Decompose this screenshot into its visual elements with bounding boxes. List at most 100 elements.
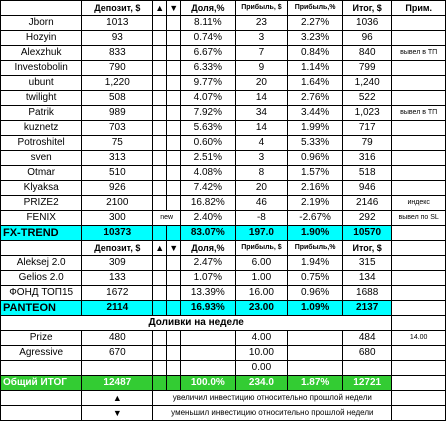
row-profit: 16.00 — [234, 285, 289, 301]
grand-total-profit-pct: 1.87% — [287, 375, 343, 391]
row-profit-pct: 1.94% — [287, 255, 343, 271]
row-profit-pct: 0.96% — [287, 285, 343, 301]
table-row: Alexzhuk 833 6.67% 7 0.84% 840 вывел в ТП — [0, 45, 446, 61]
row-deposit: 1672 — [81, 285, 154, 301]
table-row: Potroshitel 75 0.60% 4 5.33% 79 — [0, 135, 446, 151]
header-share: Доля,% — [180, 240, 236, 256]
row-profit: 3 — [234, 150, 289, 166]
panteon-name: PANTEON — [0, 300, 83, 316]
row-total: 484 — [341, 330, 393, 346]
row-name: Patrik — [0, 105, 83, 121]
row-share: 4.08% — [180, 165, 236, 181]
table-row: kuznetz 703 5.63% 14 1.99% 717 — [0, 120, 446, 136]
row-deposit: 926 — [81, 180, 154, 196]
row-note — [391, 30, 446, 46]
row-deposit: 1,220 — [81, 75, 154, 91]
row-side-value: 14.00 — [391, 330, 446, 346]
legend-up-arrow-icon: ▲ — [81, 390, 154, 406]
weekly-title-row: Доливки на неделе — [0, 315, 446, 331]
row-profit-pct: 2.16% — [287, 180, 343, 196]
row-profit-pct: 0.84% — [287, 45, 343, 61]
row-note — [391, 120, 446, 136]
row-profit-pct: 1.14% — [287, 60, 343, 76]
grand-total-share: 100.0% — [180, 375, 236, 391]
row-profit: 7 — [234, 45, 289, 61]
table-row: Investobolin 790 6.33% 9 1.14% 799 — [0, 60, 446, 76]
row-name: kuznetz — [0, 120, 83, 136]
row-deposit: 309 — [81, 255, 154, 271]
row-deposit: 133 — [81, 270, 154, 286]
row-profit: 20 — [234, 75, 289, 91]
row-deposit: 790 — [81, 60, 154, 76]
row-total: 518 — [341, 165, 393, 181]
table-row: ФОНД ТОП15 1672 13.39% 16.00 0.96% 1688 — [0, 285, 446, 301]
row-deposit: 313 — [81, 150, 154, 166]
table-row: Agressive 670 10.00 680 — [0, 345, 446, 361]
panteon-total-row: PANTEON 2114 16.93% 23.00 1.09% 2137 — [0, 300, 446, 316]
panteon-profit-pct: 1.09% — [287, 300, 343, 316]
row-profit-pct: 2.27% — [287, 15, 343, 31]
row-total: 946 — [341, 180, 393, 196]
row-total: 840 — [341, 45, 393, 61]
fx-trend-name: FX-TREND — [0, 225, 83, 241]
row-note — [391, 90, 446, 106]
header-profit-usd: Прибыль, $ — [234, 240, 289, 256]
row-note — [391, 15, 446, 31]
table-row: sven 313 2.51% 3 0.96% 316 — [0, 150, 446, 166]
row-share: 8.11% — [180, 15, 236, 31]
row-deposit: 75 — [81, 135, 154, 151]
row-share: 5.63% — [180, 120, 236, 136]
row-profit: 1.00 — [234, 270, 289, 286]
row-share: 0.74% — [180, 30, 236, 46]
row-total — [341, 360, 393, 376]
row-deposit: 508 — [81, 90, 154, 106]
table-row: twilight 508 4.07% 14 2.76% 522 — [0, 90, 446, 106]
table-row: Prize 480 4.00 484 14.00 — [0, 330, 446, 346]
fx-trend-total-row: FX-TREND 10373 83.07% 197.0 1.90% 10570 — [0, 225, 446, 241]
table-row: Patrik 989 7.92% 34 3.44% 1,023 вывел в ТП — [0, 105, 446, 121]
row-profit: 14 — [234, 90, 289, 106]
row-name: ФОНД ТОП15 — [0, 285, 83, 301]
row-profit-pct: 0.96% — [287, 150, 343, 166]
row-note — [391, 180, 446, 196]
header-up-arrow-icon: ▲ — [152, 240, 168, 256]
row-profit: 34 — [234, 105, 289, 121]
row-deposit: 300 — [81, 210, 154, 226]
row-profit: 4.00 — [234, 330, 289, 346]
row-profit-pct: 2.19% — [287, 195, 343, 211]
row-name: Hozyin — [0, 30, 83, 46]
header-share: Доля,% — [180, 0, 236, 16]
legend-row-down: ▼ уменьшил инвестицию относительно прошл… — [0, 405, 446, 421]
row-profit: 8 — [234, 165, 289, 181]
row-deposit: 989 — [81, 105, 154, 121]
row-share: 9.77% — [180, 75, 236, 91]
row-name: Agressive — [0, 345, 83, 361]
row-profit: 20 — [234, 180, 289, 196]
row-deposit: 2100 — [81, 195, 154, 211]
row-deposit: 93 — [81, 30, 154, 46]
row-share: 6.67% — [180, 45, 236, 61]
header-note: Прим. — [391, 0, 446, 16]
legend-down-arrow-icon: ▼ — [81, 405, 154, 421]
table-row: PRIZE2 2100 16.82% 46 2.19% 2146 индекс — [0, 195, 446, 211]
row-profit-pct: 1.64% — [287, 75, 343, 91]
row-name: Alexzhuk — [0, 45, 83, 61]
row-note — [391, 60, 446, 76]
row-share: 13.39% — [180, 285, 236, 301]
row-profit-pct: -2.67% — [287, 210, 343, 226]
row-name: Prize — [0, 330, 83, 346]
row-total: 2146 — [341, 195, 393, 211]
row-profit: 14 — [234, 120, 289, 136]
row-share: 0.60% — [180, 135, 236, 151]
panteon-deposit: 2114 — [81, 300, 154, 316]
row-name: Aleksej 2.0 — [0, 255, 83, 271]
header-down-arrow-icon: ▼ — [166, 240, 182, 256]
table-row: Jborn 1013 8.11% 23 2.27% 1036 — [0, 15, 446, 31]
row-name: twilight — [0, 90, 83, 106]
table-row: ubunt 1,220 9.77% 20 1.64% 1,240 — [0, 75, 446, 91]
fx-trend-profit: 197.0 — [234, 225, 289, 241]
fx-trend-total: 10570 — [341, 225, 393, 241]
row-profit: 3 — [234, 30, 289, 46]
row-note: индекс — [391, 195, 446, 211]
row-deposit: 670 — [81, 345, 154, 361]
